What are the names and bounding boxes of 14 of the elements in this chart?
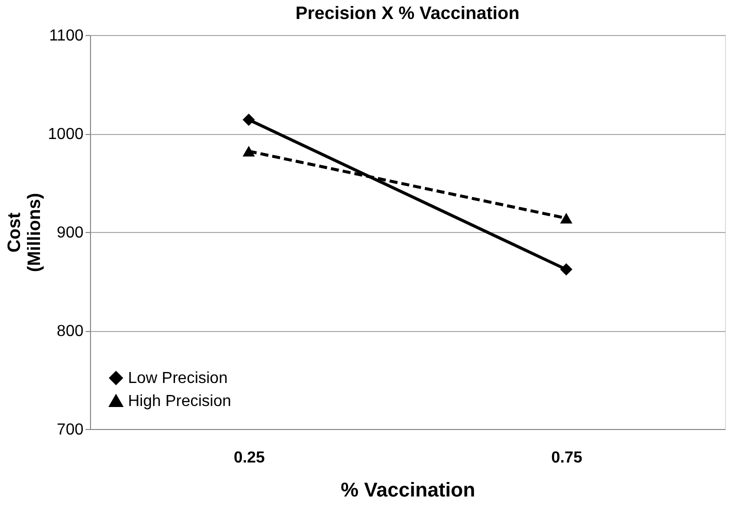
x-tick-label: 0.25 (234, 450, 265, 466)
y-tick-label: 1000 (48, 126, 84, 143)
y-tick-label: 700 (56, 422, 84, 438)
y-tick-label: 1100 (49, 28, 84, 44)
chart-title: Precision X % Vaccination (295, 3, 520, 23)
x-axis-title: % Vaccination (340, 480, 476, 502)
point (242, 114, 255, 126)
point (560, 263, 572, 276)
x-tick-label: 0.75 (551, 450, 582, 466)
y-tick-label: 800 (56, 323, 84, 340)
y-axis-title: Cost (Millions) (4, 193, 44, 272)
y-tick-label: 900 (56, 224, 84, 242)
legend-label: High Precision (128, 393, 232, 410)
legend-label: Low Precision (128, 370, 228, 387)
